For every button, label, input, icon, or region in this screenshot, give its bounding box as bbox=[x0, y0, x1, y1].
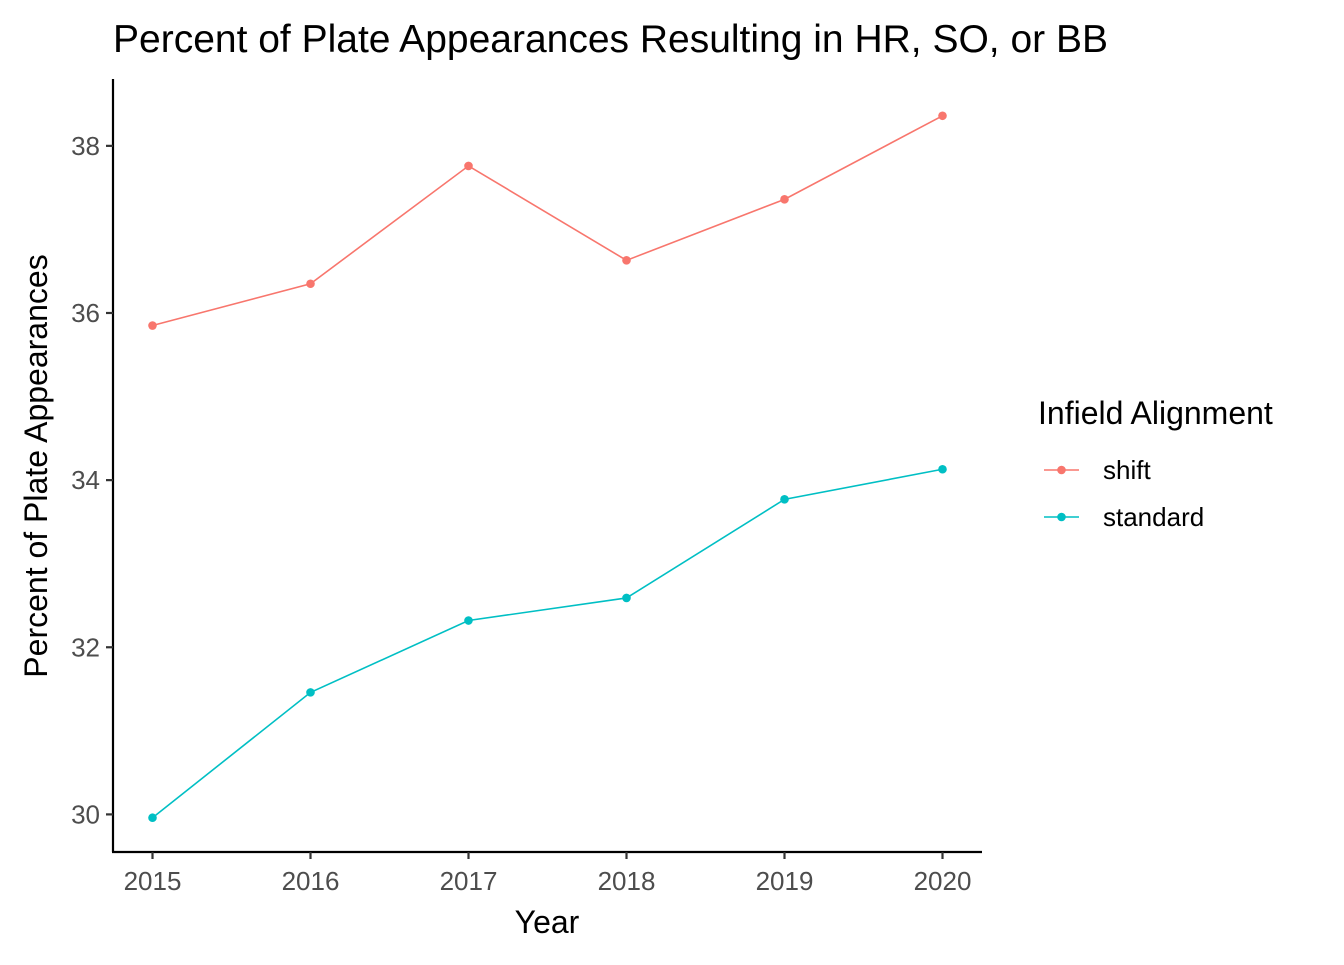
series-line-standard bbox=[152, 468, 943, 819]
x-tick-label: 2016 bbox=[282, 866, 340, 896]
legend-label: shift bbox=[1103, 455, 1151, 485]
data-point-shift bbox=[306, 279, 315, 289]
x-tick-label: 2017 bbox=[440, 866, 498, 896]
x-tick-label: 2019 bbox=[756, 866, 814, 896]
x-tick-label: 2015 bbox=[124, 866, 182, 896]
data-point-shift bbox=[148, 321, 157, 330]
data-point-shift bbox=[938, 111, 947, 121]
y-tick-label: 34 bbox=[71, 465, 100, 495]
legend-key-point bbox=[1057, 465, 1066, 475]
data-point-standard bbox=[622, 593, 631, 603]
legend-key-point bbox=[1057, 512, 1066, 522]
data-point-standard bbox=[148, 813, 157, 823]
x-axis-title: Year bbox=[515, 904, 580, 940]
x-tick-label: 2020 bbox=[914, 866, 972, 896]
legend-label: standard bbox=[1103, 502, 1204, 532]
y-axis-title: Percent of Plate Appearances bbox=[18, 254, 54, 677]
y-tick-label: 30 bbox=[71, 799, 100, 829]
x-axis-ticks: 2015 2016 2017 2018 2019 2020 bbox=[124, 852, 972, 896]
legend-item-shift: shift bbox=[1044, 455, 1151, 485]
data-point-shift bbox=[780, 195, 789, 204]
data-point-standard bbox=[780, 495, 789, 504]
series-standard bbox=[148, 464, 947, 823]
series-line-shift bbox=[152, 115, 943, 327]
data-point-shift bbox=[622, 256, 631, 265]
y-axis-ticks: 30 32 34 36 38 bbox=[71, 131, 113, 829]
legend-items: shift standard bbox=[1044, 455, 1204, 532]
data-point-standard bbox=[464, 616, 473, 625]
plot-area bbox=[148, 111, 947, 823]
data-point-standard bbox=[306, 688, 315, 697]
y-tick-label: 36 bbox=[71, 298, 100, 328]
data-point-standard bbox=[938, 464, 947, 474]
legend-title: Infield Alignment bbox=[1038, 395, 1273, 431]
y-tick-label: 38 bbox=[71, 131, 100, 161]
y-tick-label: 32 bbox=[71, 632, 100, 662]
chart-title: Percent of Plate Appearances Resulting i… bbox=[113, 18, 1108, 61]
legend: Infield Alignment shift standard bbox=[1038, 395, 1273, 532]
x-tick-label: 2018 bbox=[598, 866, 656, 896]
data-point-shift bbox=[464, 161, 473, 171]
legend-item-standard: standard bbox=[1044, 502, 1204, 532]
series-shift bbox=[148, 111, 947, 330]
